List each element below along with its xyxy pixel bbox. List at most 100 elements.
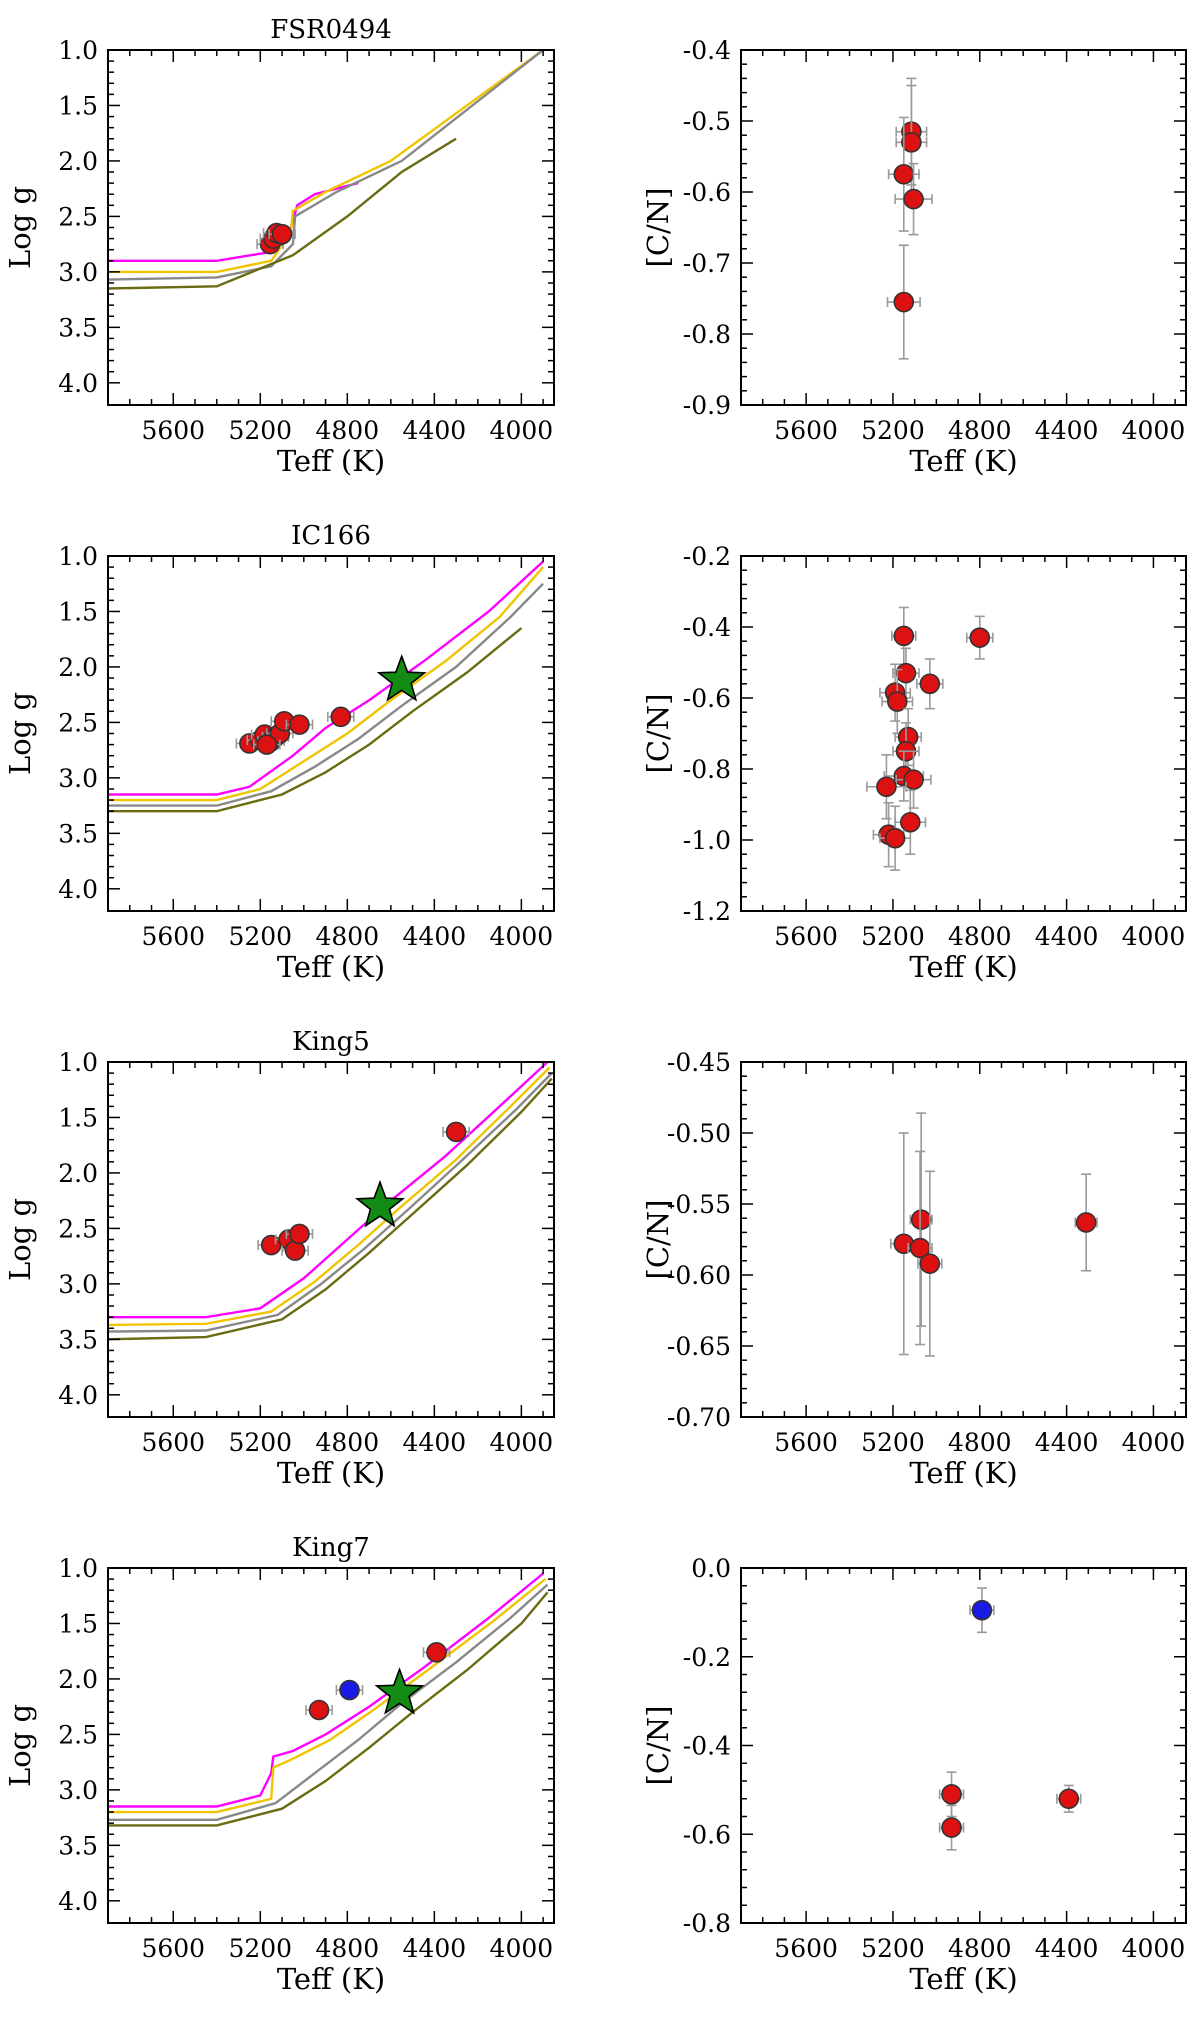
y-tick-label: 1.5: [58, 597, 98, 626]
panel-ic166-hr: 5600 5200 4800 4400 4000 1.0 1.5 2.0 2.5 3.0 3.5 4.…: [3, 521, 555, 984]
y-tick-label: -0.70: [667, 1403, 731, 1432]
member-star: [941, 1817, 962, 1838]
y-tick-label: 2.5: [58, 202, 98, 231]
y-tick-label: 3.0: [58, 1776, 98, 1805]
y-tick-label: -0.9: [683, 391, 731, 420]
panel-title: FSR0494: [270, 15, 392, 45]
y-tick-label: -0.7: [683, 249, 731, 278]
y-tick-label: -0.8: [683, 320, 731, 349]
member-star: [1058, 1788, 1080, 1810]
panel-title: IC166: [291, 521, 371, 551]
y-tick-label: -0.4: [683, 613, 731, 642]
y-tick-label: 3.5: [58, 1325, 98, 1354]
x-axis-label: Teff (K): [277, 444, 385, 478]
y-tick-label: 0.0: [691, 1554, 731, 1583]
x-tick-label: 5200: [228, 1428, 292, 1457]
plot-area: [866, 606, 994, 871]
panel-king7-hr: 5600 5200 4800 4400 4000 1.0 1.5 2.0 2.5 3.0 3.5 4.…: [3, 1533, 555, 1996]
x-axis-label: Teff (K): [277, 1456, 385, 1490]
x-tick-label: 4800: [948, 922, 1012, 951]
y-tick-label: 3.5: [58, 313, 98, 342]
y-tick-label: -0.55: [667, 1190, 731, 1219]
plot-area: [889, 1112, 1098, 1357]
y-tick-label: 2.5: [58, 1214, 98, 1243]
x-tick-label: 4400: [1035, 1934, 1099, 1963]
member-star: [900, 811, 921, 833]
panel-title: King5: [292, 1027, 370, 1057]
x-tick-label: 5200: [861, 416, 925, 445]
y-axis-label: [C/N]: [641, 1706, 675, 1786]
isochrone-gray: [108, 50, 544, 281]
y-tick-label: 2.5: [58, 708, 98, 737]
member-star: [910, 1209, 932, 1230]
y-tick-label: 2.0: [58, 653, 98, 682]
x-tick-label: 4800: [316, 416, 380, 445]
x-tick-label: 5200: [861, 1934, 925, 1963]
y-tick-label: -0.50: [667, 1119, 731, 1148]
member-star: [893, 163, 915, 185]
y-tick-label: -0.4: [683, 36, 731, 65]
blue-star: [339, 1679, 360, 1701]
y-tick-label: 2.5: [58, 1720, 98, 1749]
y-axis-label: Log g: [3, 186, 37, 269]
x-tick-label: 4400: [1035, 922, 1099, 951]
x-tick-label: 5200: [228, 416, 292, 445]
member-star: [919, 673, 941, 695]
x-tick-label: 5200: [228, 922, 292, 951]
y-axis-label: Log g: [3, 1198, 37, 1281]
member-star: [895, 662, 917, 684]
isochrone-magenta: [108, 560, 544, 796]
isochrone-gray: [108, 582, 544, 807]
y-axis-label: Log g: [3, 692, 37, 775]
plot-frame: [107, 1567, 555, 1924]
x-tick-label: 4800: [316, 1934, 380, 1963]
x-tick-label: 4800: [316, 922, 380, 951]
isochrone-gold: [108, 1578, 547, 1814]
green-star-marker: [376, 654, 427, 702]
x-axis-label: Teff (K): [909, 444, 1017, 478]
y-tick-label: 3.5: [58, 1831, 98, 1860]
y-tick-label: 3.0: [58, 258, 98, 287]
y-tick-label: -0.6: [683, 178, 731, 207]
isochrone-gold: [108, 566, 545, 802]
x-tick-label: 5200: [228, 1934, 292, 1963]
x-tick-label: 5600: [141, 416, 205, 445]
isochrone-gray: [108, 1583, 549, 1821]
green-star-marker: [354, 1179, 405, 1228]
y-tick-label: 1.5: [58, 91, 98, 120]
member-star: [426, 1642, 447, 1663]
y-tick-label: -0.65: [667, 1332, 731, 1361]
y-axis-label: Log g: [3, 1704, 37, 1787]
x-axis-label: Teff (K): [277, 950, 385, 984]
y-tick-label: -0.60: [667, 1261, 731, 1290]
member-star: [308, 1699, 330, 1721]
x-tick-label: 5600: [774, 922, 838, 951]
y-tick-label: 3.5: [58, 819, 98, 848]
x-tick-label: 5200: [861, 922, 925, 951]
member-star: [893, 291, 915, 313]
plot-area: [108, 50, 544, 290]
isochrone-gold: [108, 50, 544, 274]
isochrone-magenta: [108, 1572, 544, 1808]
y-tick-label: 3.0: [58, 764, 98, 793]
panel-fsr0494-hr: 5600 5200 4800 4400 4000 1.0 1.5 2.0 2.5 3.0 3.5 4.…: [3, 15, 555, 478]
y-tick-label: -0.45: [667, 1048, 731, 1077]
member-star: [903, 188, 924, 210]
plot-area: [108, 1062, 553, 1341]
x-tick-label: 5600: [141, 1934, 205, 1963]
isochrone-olive: [108, 627, 523, 813]
plot-frame: [740, 555, 1187, 912]
x-axis-label: Teff (K): [909, 1962, 1017, 1996]
member-star: [941, 1784, 962, 1805]
member-star: [901, 132, 922, 153]
member-star: [876, 776, 897, 798]
x-tick-label: 5600: [774, 1428, 838, 1457]
member-star: [1075, 1212, 1097, 1233]
isochrone-gray: [108, 1072, 553, 1333]
panel-fsr0494-cn: 5600 5200 4800 4400 4000 -0.4 -0.5 -0.6 -0.7 -0.8…: [641, 36, 1187, 478]
y-tick-label: -0.4: [683, 1732, 731, 1761]
y-tick-label: -0.5: [683, 107, 731, 136]
y-tick-label: -1.2: [683, 897, 731, 926]
x-axis-label: Teff (K): [909, 950, 1017, 984]
isochrone-olive: [108, 1077, 553, 1341]
